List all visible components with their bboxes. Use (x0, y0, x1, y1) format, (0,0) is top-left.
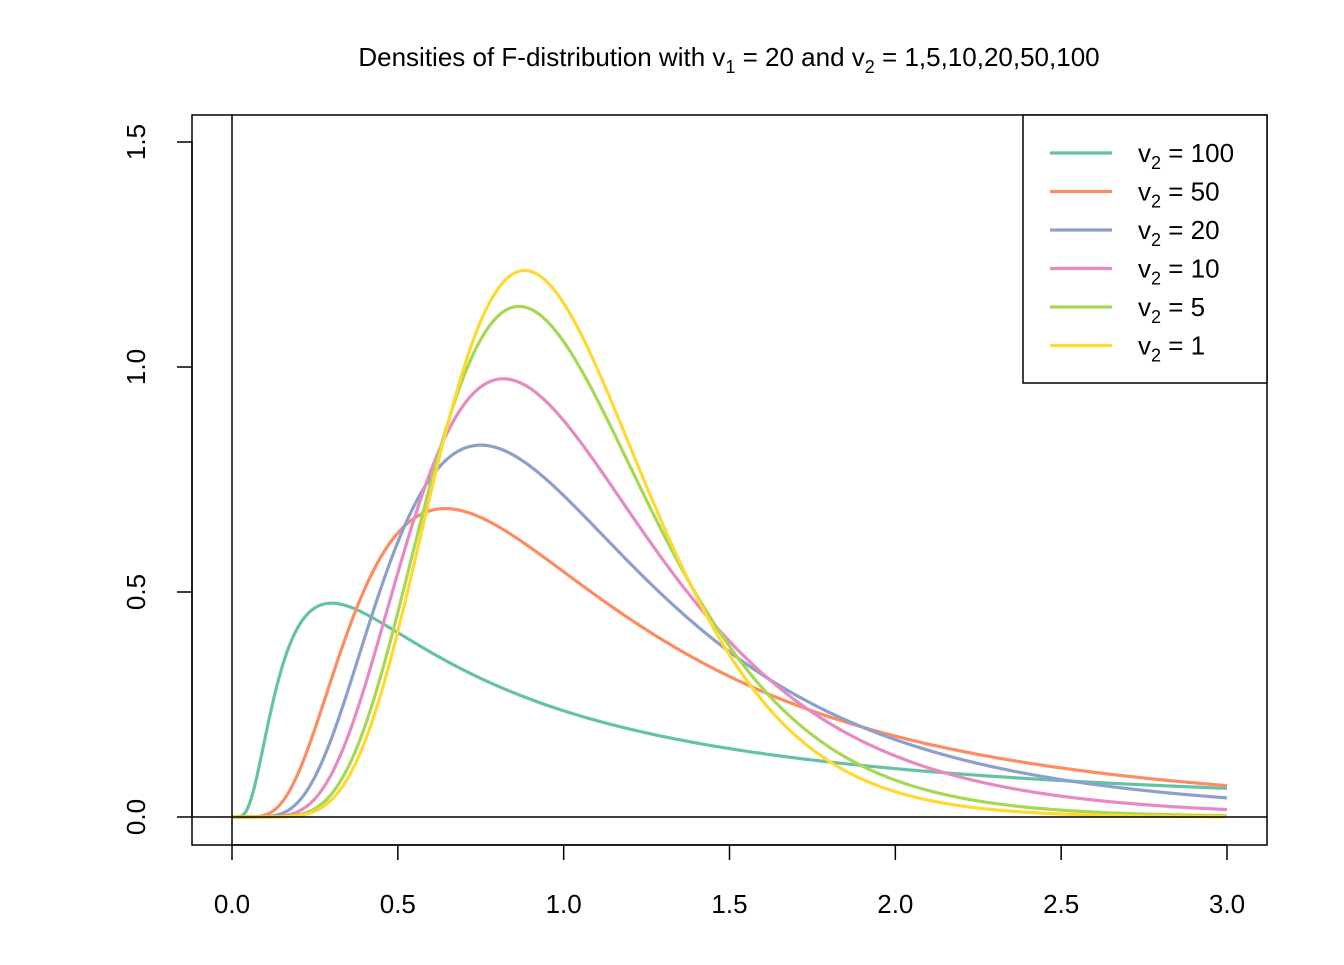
y-axis: 0.0 0.5 1.0 1.5 (121, 124, 193, 835)
legend-box (1022, 114, 1268, 384)
y-tick-label: 1.0 (121, 349, 151, 385)
x-tick-label: 2.5 (1043, 889, 1079, 919)
series-line-df2-20 (232, 377, 1228, 819)
x-tick-label: 3.0 (1209, 889, 1245, 919)
chart-title: Densities of F-distribution with v1 = 20… (358, 42, 1099, 77)
y-tick-label: 1.5 (121, 124, 151, 160)
curves (232, 268, 1228, 819)
legend-label: v2 = 10 (1138, 254, 1220, 289)
y-tick-label: 0.5 (121, 574, 151, 610)
series-line-df2-50 (232, 304, 1228, 819)
series-line-df2-100 (232, 268, 1228, 819)
legend-label: v2 = 50 (1138, 177, 1220, 212)
legend-label: v2 = 100 (1138, 138, 1234, 173)
x-tick-label: 2.0 (877, 889, 913, 919)
series-line-df2-10 (232, 443, 1228, 819)
series-line-df2-5 (232, 506, 1228, 819)
x-tick-label: 0.0 (214, 889, 250, 919)
x-tick-label: 1.0 (546, 889, 582, 919)
x-axis: 0.0 0.5 1.0 1.5 2.0 2.5 3.0 (214, 844, 1245, 919)
y-tick-label: 0.0 (121, 799, 151, 835)
legend-label: v2 = 1 (1138, 331, 1205, 366)
legend-label: v2 = 20 (1138, 215, 1220, 250)
x-tick-label: 1.5 (711, 889, 747, 919)
x-tick-label: 0.5 (380, 889, 416, 919)
legend-label: v2 = 5 (1138, 292, 1205, 327)
